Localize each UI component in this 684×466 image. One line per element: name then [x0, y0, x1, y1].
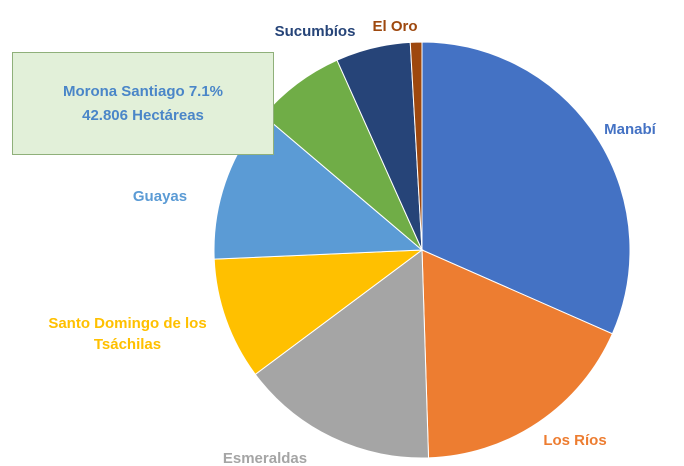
callout-line: Morona Santiago 7.1%	[63, 80, 223, 104]
slice-label: Los Ríos	[543, 432, 607, 449]
slice-label: Santo Domingo de los Tsáchilas	[48, 315, 207, 353]
slice-label: Guayas	[132, 188, 188, 205]
slice-label: El Oro	[372, 18, 418, 35]
pie-slice	[254, 249, 430, 459]
callout-annotation: 42.806 Hectáreas	[82, 106, 204, 124]
callout-value: 7.1%	[188, 82, 224, 100]
slice-label: Manabí	[604, 121, 656, 138]
slice-label: Esmeraldas	[222, 450, 308, 466]
pie-slice	[409, 41, 423, 251]
pie-slice	[421, 41, 631, 335]
pie-slice	[421, 249, 614, 459]
callout-category: Morona Santiago	[62, 82, 185, 100]
pie-slice	[213, 249, 424, 376]
callout: Morona Santiago 7.1% 42.806 Hectáreas	[12, 52, 274, 155]
slice-label: Sucumbíos	[274, 23, 356, 40]
